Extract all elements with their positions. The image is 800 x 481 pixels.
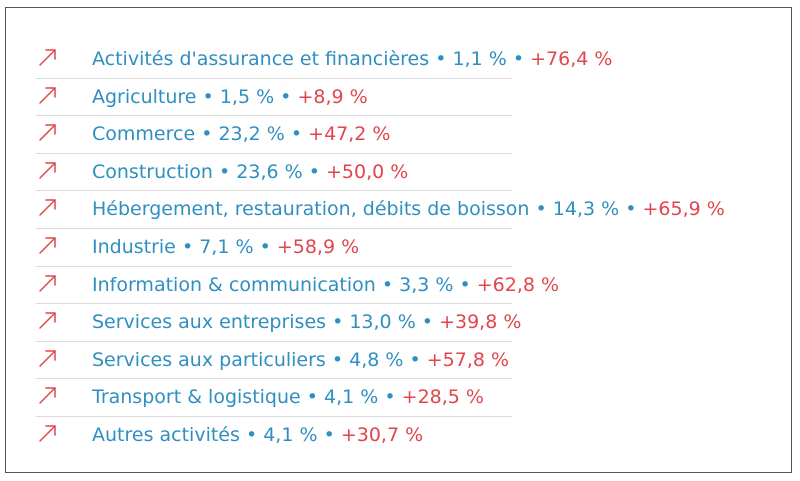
separator: •	[535, 198, 547, 221]
arrow-up-right-icon	[39, 199, 56, 217]
row-text: Activités d'assurance et financières • 1…	[92, 47, 612, 71]
arrow-up-right-icon	[39, 86, 56, 104]
sector-label: Services aux particuliers	[92, 348, 326, 371]
sector-share: 7,1 %	[199, 235, 254, 258]
sector-share: 23,2 %	[218, 123, 285, 146]
sector-share: 14,3 %	[552, 198, 620, 221]
arrow-up-right-icon	[39, 350, 56, 367]
sector-label: Agriculture	[92, 85, 197, 108]
separator: •	[435, 48, 447, 70]
row-text: Information & communication • 3,3 % • +6…	[92, 273, 559, 297]
row-text: Commerce • 23,2 % • +47,2 %	[92, 122, 391, 146]
list-item: Hébergement, restauration, débits de boi…	[36, 191, 725, 229]
arrow-up-right-icon	[39, 162, 56, 179]
arrow-up-right-icon	[39, 425, 56, 442]
row-text: Construction • 23,6 % • +50,0 %	[92, 160, 408, 184]
separator: •	[201, 123, 213, 146]
row-text: Autres activités • 4,1 % • +30,7 %	[92, 423, 423, 447]
separator: •	[280, 85, 292, 108]
sector-share: 1,1 %	[452, 48, 507, 70]
separator: •	[323, 423, 335, 446]
sector-label: Construction	[92, 160, 213, 183]
separator: •	[625, 198, 637, 221]
sector-share: 4,8 %	[349, 348, 404, 371]
list-item: Services aux entreprises • 13,0 % • +39,…	[36, 304, 521, 342]
separator: •	[290, 123, 303, 146]
list-item: Construction • 23,6 % • +50,0 %	[36, 154, 512, 192]
arrow-up-right-icon	[39, 49, 56, 66]
sector-list: Activités d'assurance et financières • 1…	[36, 41, 725, 455]
sector-growth: +8,9 %	[297, 85, 368, 108]
list-item: Autres activités • 4,1 % • +30,7 %	[36, 417, 512, 455]
separator: •	[409, 348, 421, 371]
separator: •	[381, 273, 394, 296]
separator: •	[259, 235, 271, 258]
sector-label: Hébergement, restauration, débits de boi…	[92, 198, 530, 221]
sector-label: Information & communication	[92, 273, 376, 296]
sector-growth: +47,2 %	[308, 123, 391, 146]
sector-label: Transport & logistique	[92, 386, 301, 409]
separator: •	[245, 423, 258, 446]
separator: •	[219, 160, 231, 183]
sector-share: 23,6 %	[236, 160, 303, 183]
sector-growth: +28,5 %	[401, 386, 484, 409]
sector-share: 4,1 %	[263, 423, 318, 446]
sector-share: 3,3 %	[399, 273, 454, 296]
separator: •	[459, 273, 471, 296]
row-text: Hébergement, restauration, débits de boi…	[92, 197, 725, 221]
sector-growth: +57,8 %	[426, 348, 510, 371]
list-item: Industrie • 7,1 % • +58,9 %	[36, 229, 512, 267]
list-item: Transport & logistique • 4,1 % • +28,5 %	[36, 379, 512, 417]
row-text: Transport & logistique • 4,1 % • +28,5 %	[92, 385, 484, 409]
sector-label: Industrie	[92, 235, 176, 258]
arrow-up-right-icon	[39, 312, 56, 329]
row-text: Agriculture • 1,5 % • +8,9 %	[92, 85, 368, 109]
list-item: Agriculture • 1,5 % • +8,9 %	[36, 79, 512, 117]
row-text: Industrie • 7,1 % • +58,9 %	[92, 235, 359, 259]
separator: •	[512, 48, 525, 70]
separator: •	[308, 160, 320, 183]
sector-growth: +76,4 %	[530, 48, 613, 70]
sector-growth: +58,9 %	[276, 235, 360, 258]
sector-growth: +39,8 %	[439, 311, 522, 334]
sector-growth: +50,0 %	[326, 160, 409, 183]
sector-growth: +30,7 %	[340, 423, 424, 446]
sector-label: Autres activités	[92, 423, 240, 446]
sector-share: 1,5 %	[219, 85, 275, 108]
sector-share: 13,0 %	[349, 311, 416, 334]
row-text: Services aux particuliers • 4,8 % • +57,…	[92, 348, 509, 372]
separator: •	[421, 311, 434, 334]
list-item: Commerce • 23,2 % • +47,2 %	[36, 116, 512, 154]
row-text: Services aux entreprises • 13,0 % • +39,…	[92, 310, 521, 334]
sector-growth: +65,9 %	[642, 198, 725, 221]
sector-label: Services aux entreprises	[92, 311, 327, 334]
separator: •	[181, 235, 194, 258]
sector-growth: +62,8 %	[476, 273, 560, 296]
content-frame: Activités d'assurance et financières • 1…	[5, 7, 792, 473]
arrow-up-right-icon	[39, 387, 56, 405]
separator: •	[384, 386, 396, 409]
list-item: Activités d'assurance et financières • 1…	[36, 41, 612, 79]
arrow-up-right-icon	[39, 274, 56, 292]
arrow-up-right-icon	[39, 124, 56, 141]
separator: •	[306, 386, 318, 409]
sector-label: Activités d'assurance et financières	[92, 48, 430, 70]
list-item: Information & communication • 3,3 % • +6…	[36, 267, 559, 305]
separator: •	[202, 85, 214, 108]
list-item: Services aux particuliers • 4,8 % • +57,…	[36, 342, 512, 380]
arrow-up-right-icon	[39, 237, 56, 254]
sector-label: Commerce	[92, 123, 196, 146]
sector-share: 4,1 %	[324, 386, 379, 409]
separator: •	[332, 311, 344, 334]
separator: •	[331, 348, 344, 371]
